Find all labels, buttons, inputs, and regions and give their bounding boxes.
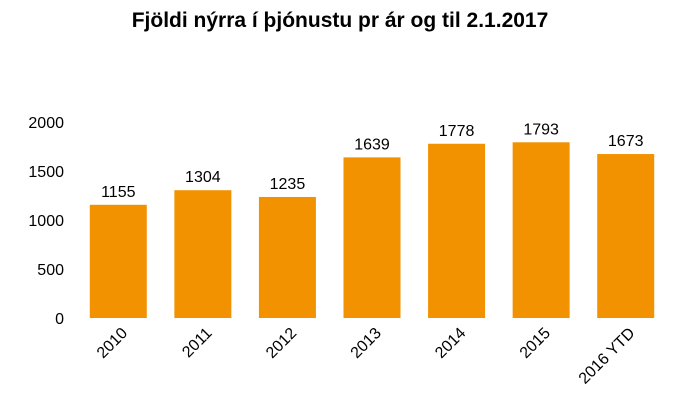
bar-2015	[512, 142, 570, 318]
data-labels-group: 1155 1304 1235 1639 1778 1793 1673	[101, 121, 644, 201]
bar-2016-ytd	[597, 154, 655, 318]
data-label: 1793	[523, 121, 559, 138]
y-tick-label: 1000	[28, 213, 64, 230]
bar-2013	[343, 157, 401, 318]
bar-2011	[174, 190, 232, 318]
data-label: 1639	[354, 136, 390, 153]
bar-2014	[428, 143, 486, 318]
chart-title: Fjöldi nýrra í þjónustu pr ár og til 2.1…	[132, 9, 549, 32]
data-label: 1304	[185, 169, 221, 186]
bars-group	[89, 142, 655, 318]
data-label: 1155	[101, 184, 136, 201]
data-label: 1673	[608, 133, 644, 150]
x-tick-label: 2011	[179, 325, 215, 361]
y-tick-label: 500	[37, 262, 64, 279]
data-label: 1235	[270, 176, 306, 193]
x-tick-label: 2014	[432, 325, 469, 362]
y-axis: 0 500 1000 1500 2000	[28, 115, 64, 328]
x-tick-label: 2010	[94, 325, 131, 362]
y-tick-label: 1500	[28, 164, 64, 181]
x-tick-label: 2013	[348, 325, 385, 362]
y-tick-label: 0	[55, 311, 64, 328]
y-tick-label: 2000	[28, 115, 64, 132]
x-tick-label: 2016 YTD	[576, 325, 639, 388]
x-axis: 2010 2011 2012 2013 2014 2015 2016 YTD	[94, 325, 639, 388]
x-tick-label: 2012	[263, 325, 300, 362]
data-label: 1778	[439, 123, 475, 140]
x-tick-label: 2015	[517, 325, 554, 362]
bar-2010	[89, 204, 147, 318]
bar-2012	[258, 196, 316, 318]
